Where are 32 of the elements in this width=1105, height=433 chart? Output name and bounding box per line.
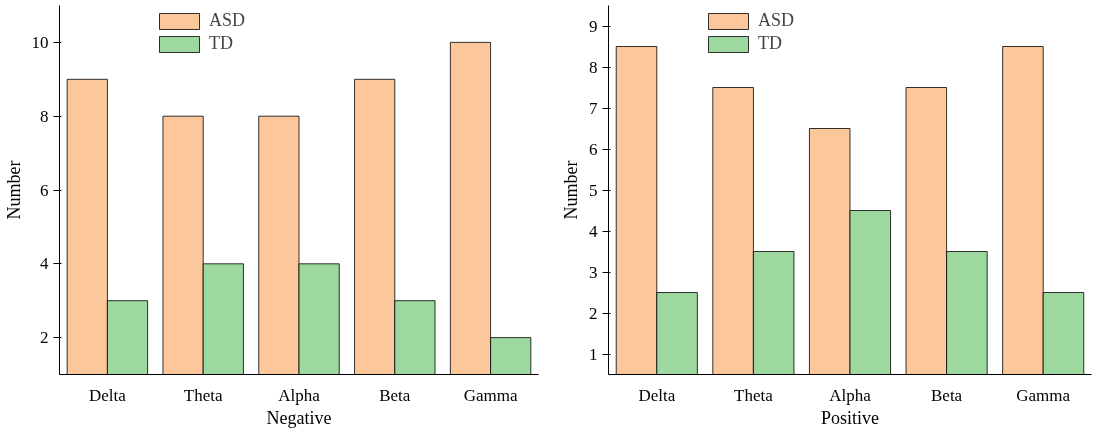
y-axis-title: Number: [561, 160, 581, 220]
y-tick-label: 5: [589, 180, 598, 200]
y-tick-label: 6: [40, 180, 49, 200]
x-tick-label: Beta: [931, 385, 963, 405]
legend-label: ASD: [758, 10, 795, 31]
y-tick-label: 3: [589, 262, 598, 282]
x-tick-label: Gamma: [463, 385, 518, 405]
y-tick-label: 7: [589, 98, 598, 118]
y-tick-label: 1: [589, 344, 598, 364]
y-tick-label: 2: [589, 303, 598, 323]
x-tick-label: Delta: [88, 385, 127, 405]
y-tick-label: 2: [40, 328, 49, 348]
legend-label: TD: [209, 33, 233, 54]
x-tick-label: Beta: [379, 385, 411, 405]
y-tick-label: 10: [31, 32, 49, 52]
y-tick-label: 9: [589, 16, 598, 36]
x-tick-label: Alpha: [829, 385, 872, 405]
x-tick-label: Theta: [183, 385, 223, 405]
y-axis-title: Number: [3, 160, 24, 220]
x-tick-label: Delta: [638, 385, 676, 405]
x-tick-label: Theta: [734, 385, 774, 405]
x-axis-title: Positive: [821, 407, 880, 428]
legend-label: ASD: [209, 10, 246, 31]
x-axis-title: Negative: [266, 407, 332, 428]
y-tick-label: 8: [40, 106, 49, 126]
x-tick-label: Alpha: [278, 385, 321, 405]
y-tick-label: 8: [589, 57, 598, 77]
x-tick-label: Gamma: [1016, 385, 1071, 405]
legend-label: TD: [758, 33, 782, 54]
y-tick-label: 4: [589, 221, 598, 241]
y-tick-label: 6: [589, 139, 598, 159]
y-tick-label: 4: [40, 254, 49, 274]
